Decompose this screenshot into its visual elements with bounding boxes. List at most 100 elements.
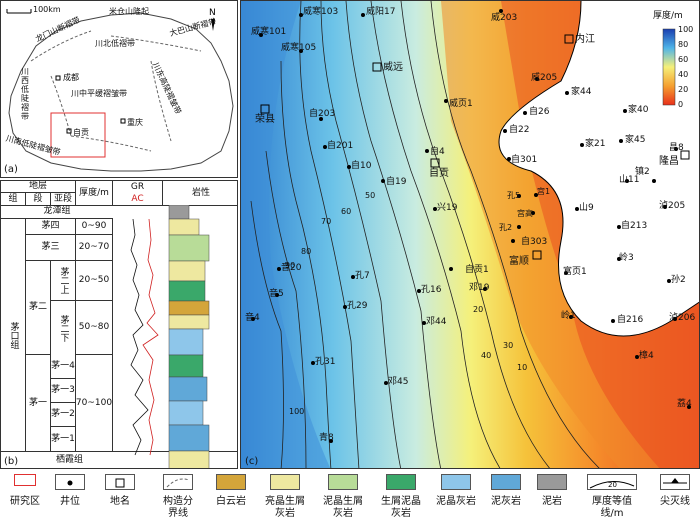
legend-item: 亮晶生屑灰岩 xyxy=(256,474,314,524)
colorbar-tick: 100 xyxy=(678,25,694,34)
legend-item: 生屑泥晶灰岩 xyxy=(372,474,430,524)
city-label: 自贡 xyxy=(429,168,449,179)
mao4-thickness: 0~90 xyxy=(76,219,113,235)
legend-item: 地名 xyxy=(90,474,150,524)
legend-item: 井位 xyxy=(50,474,90,524)
city-label: 荣县 xyxy=(255,114,275,125)
panel-a-map: N 100km 龙门山断褶带 川北低褶带 米仓山隆起 大巴山断褶带 川西低陡褶带… xyxy=(0,0,238,178)
mao4: 茅四 xyxy=(26,219,76,235)
well-label: 宫高 xyxy=(517,209,533,218)
fault-label: 川北低褶带 xyxy=(95,39,135,48)
legend-item: 20 厚度等值线/m xyxy=(574,474,650,524)
well-label: 孔2 xyxy=(499,223,513,232)
well-label: 泸206 xyxy=(669,313,696,323)
legend-item: 构造分界线 xyxy=(150,474,206,524)
svg-text:N: N xyxy=(209,8,216,18)
contour-label: 60 xyxy=(341,207,352,216)
header-group: 组 xyxy=(1,193,26,205)
well-label: 威阳17 xyxy=(366,7,396,17)
legend-swatch: 20 xyxy=(587,474,637,490)
colorbar-tick: 60 xyxy=(678,55,689,64)
scale-label: 100km xyxy=(33,5,61,14)
header-ac: AC xyxy=(113,193,163,205)
well-label: 孔7 xyxy=(355,271,370,281)
well-log-curves xyxy=(130,218,159,456)
header-gr: GR xyxy=(113,181,163,193)
legend-swatch xyxy=(55,474,85,490)
colorbar-tick: 20 xyxy=(678,85,689,94)
panel-label: (c) xyxy=(245,456,259,467)
well-label: 邓45 xyxy=(388,377,409,387)
legend-swatch xyxy=(491,474,521,490)
contour-label: 90 xyxy=(285,261,296,270)
legend-swatch xyxy=(216,474,246,490)
longtan-formation: 龙潭组 xyxy=(1,205,113,219)
well-label: 威寒103 xyxy=(303,7,339,17)
mao1-4: 茅一4 xyxy=(51,355,76,379)
contour-label: 30 xyxy=(503,341,514,350)
maokou-formation: 茅口组 xyxy=(1,219,26,451)
legend-item: 泥灰岩 xyxy=(482,474,530,524)
panel-label: (b) xyxy=(4,456,19,467)
colorbar-tick: 0 xyxy=(678,100,684,109)
legend-item: 泥晶灰岩 xyxy=(430,474,482,524)
well-label: 宫1 xyxy=(537,187,551,196)
qixia-formation: 栖霞组 xyxy=(55,455,83,465)
well-label: 自19 xyxy=(386,177,407,187)
contour-label: 70 xyxy=(321,217,332,226)
panel-c-thickness-map: 厚度/m 100 80 60 40 20 0 威寒103 威阳17 威203 威… xyxy=(240,0,700,469)
well-label: 邓19 xyxy=(469,283,490,293)
well-label: 青8 xyxy=(319,433,334,443)
panel-b-column: 地层 组 段 亚段 厚度/m GR AC 岩性 龙潭组 茅口组 茅四 0~90 … xyxy=(0,180,238,469)
header-divider xyxy=(1,205,237,206)
well-label: 自303 xyxy=(521,237,548,247)
city-label: 内江 xyxy=(575,34,595,45)
well-label: 孔31 xyxy=(315,357,336,367)
legend-swatch xyxy=(386,474,416,490)
legend-swatch xyxy=(441,474,471,490)
well-label: 孙2 xyxy=(671,275,686,285)
well-label: 自4 xyxy=(430,147,445,157)
legend-swatch xyxy=(537,474,567,490)
well-label: 自216 xyxy=(617,315,644,325)
city-label: 威远 xyxy=(383,62,403,73)
fault-label: 川中平缓褶皱带 xyxy=(71,89,127,98)
well-label: 昌8 xyxy=(669,143,684,153)
legend-swatch xyxy=(328,474,358,490)
well-label: 家45 xyxy=(625,135,646,145)
mao2-upper: 茅二上 xyxy=(51,261,76,301)
contour-label: 40 xyxy=(481,351,492,360)
fault-label: 川西低陡褶带 xyxy=(21,67,29,121)
mao1-2: 茅一2 xyxy=(51,403,76,427)
well-label: 孔5 xyxy=(507,191,521,200)
well-label: 家44 xyxy=(571,87,592,97)
fault-label: 米仓山隆起 xyxy=(109,7,149,16)
well-label: 泸205 xyxy=(659,201,686,211)
well-label: 威203 xyxy=(491,13,518,23)
mao2-upper-thickness: 20~50 xyxy=(76,261,113,301)
legend-item: 泥晶生屑灰岩 xyxy=(314,474,372,524)
contour-label: 10 xyxy=(517,363,528,372)
svg-text:20: 20 xyxy=(608,481,617,489)
colorbar-title: 厚度/m xyxy=(653,11,683,21)
well-label: 家40 xyxy=(628,105,649,115)
well-label: 樟4 xyxy=(639,351,654,361)
legend-item: 研究区 xyxy=(0,474,50,524)
well-label: 家21 xyxy=(585,139,606,149)
well-label: 自301 xyxy=(511,155,538,165)
well-label: 自213 xyxy=(621,221,648,231)
colorbar-tick: 40 xyxy=(678,70,689,79)
well-label: 音4 xyxy=(245,313,260,323)
mao2-lower-thickness: 50~80 xyxy=(76,301,113,355)
well-label: 自26 xyxy=(529,107,550,117)
well-label: 威寒105 xyxy=(281,43,317,53)
contour-label: 20 xyxy=(473,305,484,314)
colorbar-tick: 80 xyxy=(678,40,689,49)
city-label: 自贡 xyxy=(73,128,89,137)
city-label: 重庆 xyxy=(127,118,143,127)
mao3: 茅三 xyxy=(26,235,76,261)
well-label: 音20 xyxy=(281,263,302,273)
well-label: 自22 xyxy=(509,125,530,135)
well-label: 自贡1 xyxy=(465,265,489,275)
thickness-contour-map xyxy=(241,1,699,468)
